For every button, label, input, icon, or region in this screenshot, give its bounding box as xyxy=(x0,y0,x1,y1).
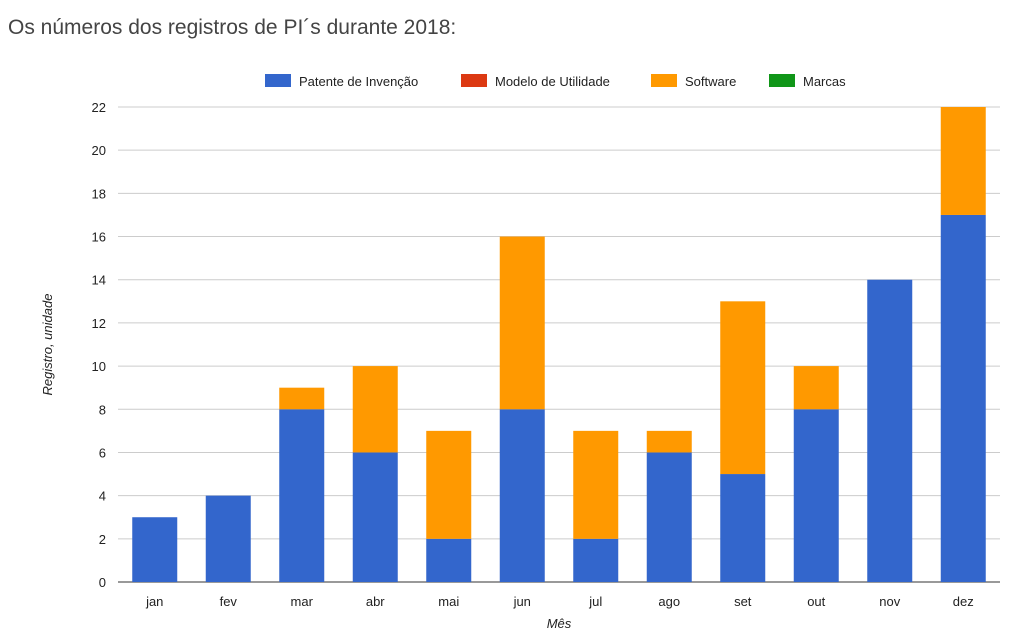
x-tick-label: out xyxy=(807,594,825,609)
y-tick-label: 16 xyxy=(92,230,106,245)
bar-patente-de-invenção-dez xyxy=(940,214,986,583)
y-tick-label: 4 xyxy=(99,489,106,504)
y-tick-label: 0 xyxy=(99,575,106,590)
bar-patente-de-invenção-jan xyxy=(132,517,178,582)
y-tick-label: 6 xyxy=(99,445,106,460)
bar-patente-de-invenção-abr xyxy=(352,452,398,582)
y-tick-label: 22 xyxy=(92,100,106,115)
y-tick-label: 10 xyxy=(92,359,106,374)
bar-patente-de-invenção-mar xyxy=(279,409,325,582)
legend-label: Software xyxy=(685,74,736,89)
bar-patente-de-invenção-set xyxy=(720,474,766,582)
bar-software-abr xyxy=(352,366,398,453)
x-tick-label: mar xyxy=(291,594,314,609)
bar-software-out xyxy=(793,366,839,410)
bar-patente-de-invenção-jul xyxy=(573,538,619,582)
x-tick-label: ago xyxy=(658,594,680,609)
bar-software-jul xyxy=(573,430,619,539)
bar-patente-de-invenção-nov xyxy=(867,279,913,582)
x-tick-label: jun xyxy=(513,594,531,609)
x-tick-label: dez xyxy=(953,594,974,609)
legend-label: Patente de Invenção xyxy=(299,74,418,89)
bar-software-set xyxy=(720,301,766,475)
bar-software-mai xyxy=(426,430,472,539)
x-axis-title: Mês xyxy=(547,616,572,631)
x-tick-label: mai xyxy=(438,594,459,609)
legend-swatch xyxy=(769,74,795,87)
y-tick-label: 8 xyxy=(99,402,106,417)
y-tick-label: 2 xyxy=(99,532,106,547)
y-tick-label: 14 xyxy=(92,273,106,288)
bar-patente-de-invenção-jun xyxy=(499,409,545,582)
bar-patente-de-invenção-out xyxy=(793,409,839,582)
y-tick-label: 18 xyxy=(92,186,106,201)
bar-software-mar xyxy=(279,387,325,410)
y-tick-label: 20 xyxy=(92,143,106,158)
x-tick-label: fev xyxy=(220,594,238,609)
x-tick-label: abr xyxy=(366,594,385,609)
x-tick-label: jul xyxy=(588,594,602,609)
x-tick-label: jan xyxy=(145,594,163,609)
y-tick-label: 12 xyxy=(92,316,106,331)
legend-label: Marcas xyxy=(803,74,846,89)
bar-patente-de-invenção-fev xyxy=(205,495,251,582)
legend-swatch xyxy=(461,74,487,87)
page-title: Os números dos registros de PI´s durante… xyxy=(8,16,457,39)
bar-patente-de-invenção-mai xyxy=(426,538,472,582)
x-tick-label: nov xyxy=(879,594,900,609)
legend-swatch xyxy=(651,74,677,87)
bar-patente-de-invenção-ago xyxy=(646,452,692,582)
legend-label: Modelo de Utilidade xyxy=(495,74,610,89)
legend-swatch xyxy=(265,74,291,87)
bar-software-dez xyxy=(940,107,986,215)
y-axis-title: Registro, unidade xyxy=(40,294,55,396)
bar-software-ago xyxy=(646,430,692,453)
bar-software-jun xyxy=(499,236,545,410)
x-tick-label: set xyxy=(734,594,752,609)
